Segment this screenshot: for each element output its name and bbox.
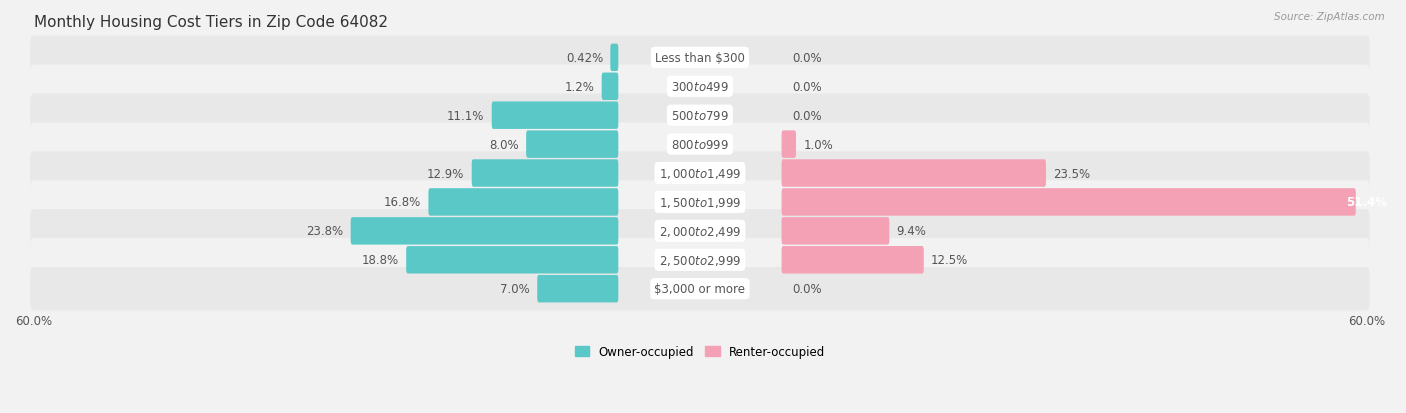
- Text: Source: ZipAtlas.com: Source: ZipAtlas.com: [1274, 12, 1385, 22]
- FancyBboxPatch shape: [31, 152, 1369, 195]
- Text: 7.0%: 7.0%: [501, 282, 530, 295]
- FancyBboxPatch shape: [350, 218, 619, 245]
- Text: Monthly Housing Cost Tiers in Zip Code 64082: Monthly Housing Cost Tiers in Zip Code 6…: [34, 15, 388, 30]
- Text: 8.0%: 8.0%: [489, 138, 519, 151]
- Text: 16.8%: 16.8%: [384, 196, 422, 209]
- FancyBboxPatch shape: [492, 102, 619, 130]
- Legend: Owner-occupied, Renter-occupied: Owner-occupied, Renter-occupied: [569, 341, 830, 363]
- Text: $3,000 or more: $3,000 or more: [654, 282, 745, 295]
- Text: 9.4%: 9.4%: [897, 225, 927, 238]
- Text: 0.0%: 0.0%: [792, 282, 821, 295]
- Text: 12.5%: 12.5%: [931, 254, 969, 267]
- FancyBboxPatch shape: [537, 275, 619, 303]
- FancyBboxPatch shape: [782, 160, 1046, 188]
- FancyBboxPatch shape: [602, 74, 619, 101]
- FancyBboxPatch shape: [782, 131, 796, 159]
- FancyBboxPatch shape: [429, 189, 619, 216]
- FancyBboxPatch shape: [526, 131, 619, 159]
- Text: Less than $300: Less than $300: [655, 52, 745, 65]
- Text: 12.9%: 12.9%: [427, 167, 464, 180]
- Text: $2,500 to $2,999: $2,500 to $2,999: [658, 253, 741, 267]
- Text: $2,000 to $2,499: $2,000 to $2,499: [658, 224, 741, 238]
- FancyBboxPatch shape: [782, 189, 1355, 216]
- Text: 1.2%: 1.2%: [565, 81, 595, 93]
- Text: 18.8%: 18.8%: [361, 254, 399, 267]
- Text: $500 to $799: $500 to $799: [671, 109, 728, 122]
- FancyBboxPatch shape: [31, 94, 1369, 138]
- Text: 23.5%: 23.5%: [1053, 167, 1090, 180]
- FancyBboxPatch shape: [31, 37, 1369, 80]
- FancyBboxPatch shape: [31, 181, 1369, 224]
- Text: $1,000 to $1,499: $1,000 to $1,499: [658, 166, 741, 180]
- Text: 0.0%: 0.0%: [792, 109, 821, 122]
- FancyBboxPatch shape: [782, 218, 890, 245]
- FancyBboxPatch shape: [472, 160, 619, 188]
- FancyBboxPatch shape: [31, 267, 1369, 311]
- Text: $800 to $999: $800 to $999: [671, 138, 728, 151]
- Text: 51.4%: 51.4%: [1347, 196, 1388, 209]
- Text: 0.42%: 0.42%: [565, 52, 603, 65]
- Text: $1,500 to $1,999: $1,500 to $1,999: [658, 195, 741, 209]
- Text: $300 to $499: $300 to $499: [671, 81, 728, 93]
- FancyBboxPatch shape: [406, 247, 619, 274]
- FancyBboxPatch shape: [31, 238, 1369, 282]
- FancyBboxPatch shape: [31, 210, 1369, 253]
- Text: 11.1%: 11.1%: [447, 109, 485, 122]
- FancyBboxPatch shape: [31, 123, 1369, 166]
- FancyBboxPatch shape: [31, 65, 1369, 109]
- FancyBboxPatch shape: [610, 45, 619, 72]
- FancyBboxPatch shape: [782, 247, 924, 274]
- Text: 0.0%: 0.0%: [792, 81, 821, 93]
- Text: 23.8%: 23.8%: [307, 225, 343, 238]
- Text: 0.0%: 0.0%: [792, 52, 821, 65]
- Text: 1.0%: 1.0%: [803, 138, 832, 151]
